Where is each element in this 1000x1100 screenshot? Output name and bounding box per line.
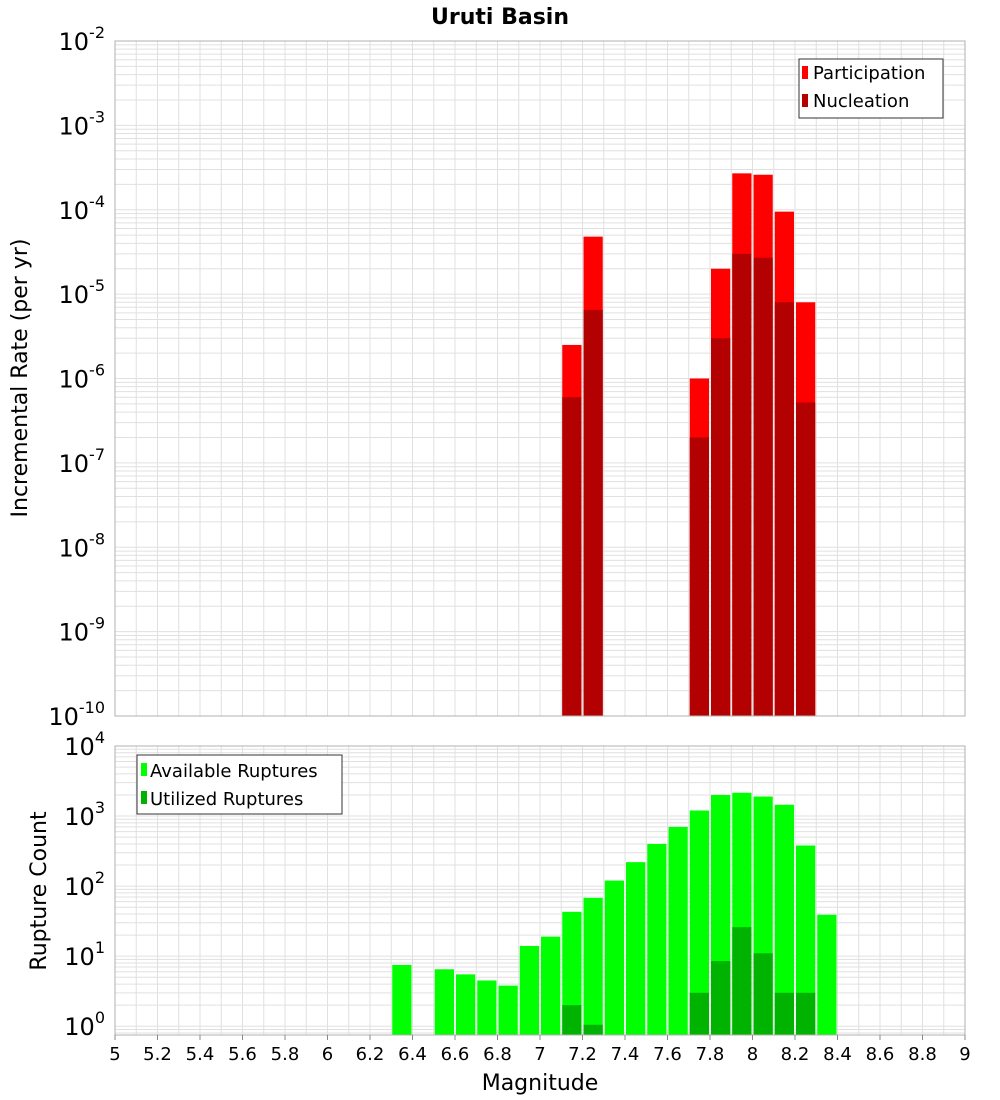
bar-nucleation xyxy=(753,257,773,716)
x-tick-label: 5.2 xyxy=(143,1044,172,1065)
bar-nucleation xyxy=(774,302,794,716)
legend-label-participation: Participation xyxy=(813,63,925,84)
rate-gridlines xyxy=(115,41,965,716)
x-tick-label: 6 xyxy=(322,1044,333,1065)
x-tick-label: 6.2 xyxy=(356,1044,385,1065)
legend-swatch-available xyxy=(141,763,147,776)
x-tick-label: 7.8 xyxy=(696,1044,725,1065)
bar-available-ruptures xyxy=(498,985,518,1035)
bar-available-ruptures xyxy=(477,980,497,1035)
legend-label-utilized: Utilized Ruptures xyxy=(150,789,303,810)
bar-available-ruptures xyxy=(562,911,582,1035)
bar-nucleation xyxy=(711,338,731,716)
y-tick-label: 10-5 xyxy=(59,276,106,309)
count-legend: Available Ruptures Utilized Ruptures xyxy=(136,754,343,815)
bar-utilized-ruptures xyxy=(774,992,794,1035)
bar-utilized-ruptures xyxy=(562,1005,582,1035)
y-tick-label: 104 xyxy=(64,728,105,761)
y-tick-label: 10-3 xyxy=(59,107,106,140)
legend-label-nucleation: Nucleation xyxy=(813,91,909,112)
legend-label-available: Available Ruptures xyxy=(150,761,318,782)
y-tick-label: 10-9 xyxy=(59,614,106,647)
rate-legend: Participation Nucleation xyxy=(798,58,944,119)
x-tick-label: 8.8 xyxy=(908,1044,937,1065)
rate-bars xyxy=(562,173,816,716)
bar-available-ruptures xyxy=(434,969,454,1035)
x-ticks: 5 5.2 5.4 5.6 5.8 6 6.2 6.4 6.6 6.8 7 7.2 7.4 7.6 7.8 8… xyxy=(109,1035,971,1065)
y-tick-label: 102 xyxy=(64,868,105,901)
bar-nucleation xyxy=(689,437,709,716)
x-tick-label: 7.2 xyxy=(568,1044,597,1065)
count-panel: 100 101 102 103 104 5 5.2 5.4 5.6 5.8 6 6.2 6.4 6.6 6… xyxy=(27,728,971,1096)
bar-utilized-ruptures xyxy=(583,1024,603,1035)
x-tick-label: 5.4 xyxy=(186,1044,215,1065)
bar-available-ruptures xyxy=(541,936,561,1035)
bar-available-ruptures xyxy=(796,845,816,1035)
x-tick-label: 8.4 xyxy=(823,1044,852,1065)
bar-utilized-ruptures xyxy=(753,953,773,1035)
bar-available-ruptures xyxy=(519,945,539,1035)
count-legend-box xyxy=(136,754,343,815)
x-tick-label: 6.4 xyxy=(398,1044,427,1065)
rate-plot-frame xyxy=(114,40,966,717)
bar-available-ruptures xyxy=(456,974,476,1035)
x-tick-label: 5.6 xyxy=(228,1044,257,1065)
x-tick-label: 8.2 xyxy=(781,1044,810,1065)
y-tick-label: 10-8 xyxy=(59,529,106,562)
bar-nucleation xyxy=(583,309,603,716)
bar-nucleation xyxy=(562,397,582,716)
y-tick-label: 101 xyxy=(64,938,105,971)
bar-available-ruptures xyxy=(817,914,837,1035)
x-tick-label: 6.8 xyxy=(483,1044,512,1065)
bar-utilized-ruptures xyxy=(732,927,752,1035)
x-tick-label: 6.6 xyxy=(441,1044,470,1065)
bar-available-ruptures xyxy=(668,826,688,1035)
rate-legend-box xyxy=(798,58,944,119)
x-tick-label: 5 xyxy=(109,1044,120,1065)
legend-swatch-nucleation xyxy=(802,94,808,107)
bar-available-ruptures xyxy=(604,880,624,1035)
rate-y-ticks: 10-10 10-9 10-8 10-7 10-6 10-5 10-4 10-3 10-2 xyxy=(48,23,105,731)
bar-nucleation xyxy=(732,253,752,716)
count-y-ticks: 100 101 102 103 104 xyxy=(64,728,105,1041)
legend-swatch-participation xyxy=(802,66,808,79)
x-tick-label: 5.8 xyxy=(271,1044,300,1065)
y-tick-label: 10-4 xyxy=(59,192,106,225)
y-tick-label: 10-7 xyxy=(59,445,106,478)
x-axis-label: Magnitude xyxy=(482,1071,599,1096)
legend-swatch-utilized xyxy=(141,791,147,804)
x-tick-label: 7.4 xyxy=(611,1044,640,1065)
bar-available-ruptures xyxy=(583,897,603,1035)
bar-utilized-ruptures xyxy=(711,961,731,1035)
bar-available-ruptures xyxy=(392,964,412,1035)
x-tick-label: 7.6 xyxy=(653,1044,682,1065)
bar-utilized-ruptures xyxy=(689,992,709,1035)
y-tick-label: 10-10 xyxy=(48,698,105,731)
x-tick-label: 8 xyxy=(747,1044,758,1065)
count-bars xyxy=(392,792,837,1035)
x-tick-label: 7 xyxy=(534,1044,545,1065)
chart-title: Uruti Basin xyxy=(431,5,569,30)
bar-nucleation xyxy=(796,402,816,716)
x-tick-label: 9 xyxy=(959,1044,970,1065)
bar-available-ruptures xyxy=(774,804,794,1035)
y-tick-label: 103 xyxy=(64,798,105,831)
bar-available-ruptures xyxy=(689,810,709,1035)
x-tick-label: 8.6 xyxy=(866,1044,895,1065)
bar-available-ruptures xyxy=(647,843,667,1035)
rate-panel: 10-10 10-9 10-8 10-7 10-6 10-5 10-4 10-3 10-2 In… xyxy=(8,23,966,731)
y-tick-label: 100 xyxy=(64,1008,105,1041)
bar-utilized-ruptures xyxy=(796,992,816,1035)
y-tick-label: 10-6 xyxy=(59,361,106,394)
count-y-axis-label: Rupture Count xyxy=(27,811,52,971)
rate-y-axis-label: Incremental Rate (per yr) xyxy=(8,239,33,518)
bar-available-ruptures xyxy=(626,862,646,1035)
y-tick-label: 10-2 xyxy=(59,23,106,56)
